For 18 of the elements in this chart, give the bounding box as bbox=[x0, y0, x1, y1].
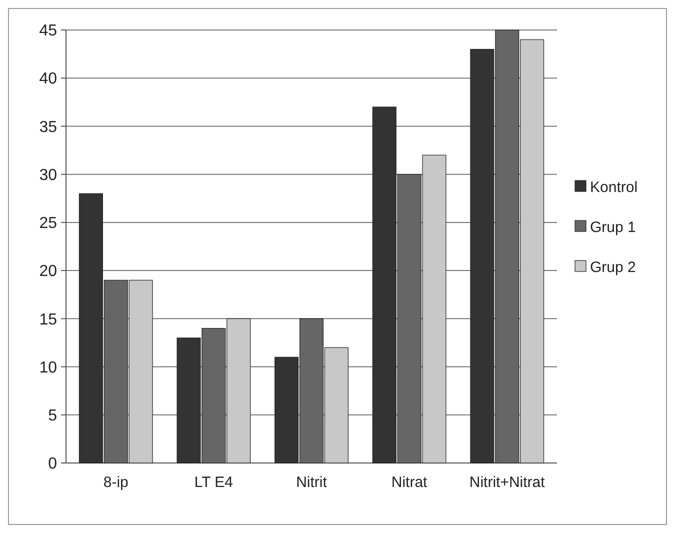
y-tick-label: 0 bbox=[48, 456, 58, 473]
x-tick-label: Nitrit bbox=[296, 474, 328, 491]
x-tick-label: LT E4 bbox=[194, 474, 234, 491]
y-tick-label: 20 bbox=[39, 263, 58, 280]
legend-label: Kontrol bbox=[590, 178, 638, 196]
legend-label: Grup 2 bbox=[590, 258, 636, 276]
y-tick-label: 10 bbox=[39, 359, 58, 376]
y-tick-label: 30 bbox=[39, 166, 58, 184]
y-tick-label: 35 bbox=[39, 118, 58, 136]
y-tick-label: 25 bbox=[39, 215, 58, 232]
y-tick-label: 15 bbox=[39, 311, 58, 328]
legend-label: Grup 1 bbox=[590, 218, 636, 236]
y-tick-label: 5 bbox=[48, 407, 58, 424]
x-tick-label: Nitrat bbox=[391, 474, 428, 491]
y-tick-label: 40 bbox=[39, 70, 58, 88]
x-tick-label: 8-ip bbox=[103, 474, 128, 491]
y-tick-label: 45 bbox=[39, 22, 58, 40]
x-tick-label: Nitrit+Nitrat bbox=[469, 474, 546, 491]
